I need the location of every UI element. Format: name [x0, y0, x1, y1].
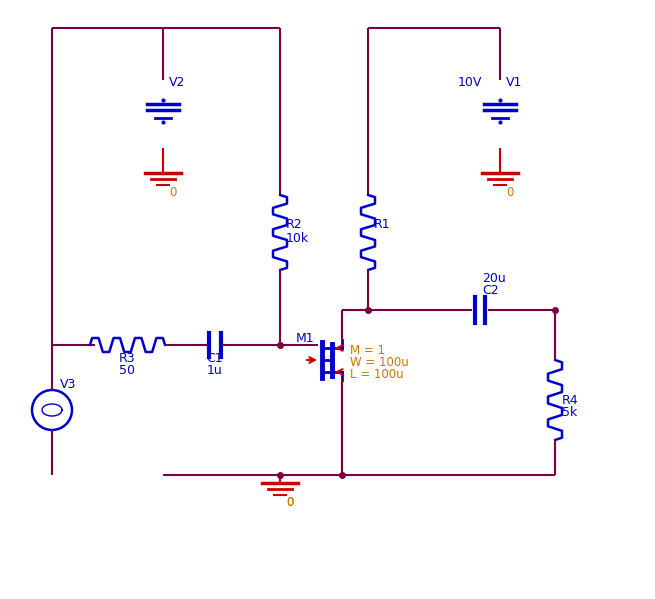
Text: R3: R3: [119, 352, 136, 365]
Text: R4: R4: [562, 394, 578, 407]
Text: 50: 50: [119, 365, 136, 377]
Text: 0: 0: [169, 186, 176, 199]
Text: L = 100u: L = 100u: [350, 368, 403, 380]
Text: R1: R1: [374, 219, 390, 231]
Text: 10V: 10V: [458, 75, 482, 89]
Text: 0: 0: [286, 497, 293, 510]
Text: M1: M1: [296, 331, 314, 344]
Text: V2: V2: [169, 75, 185, 89]
Text: 0: 0: [506, 186, 514, 199]
Text: V3: V3: [60, 377, 77, 391]
Text: 20u: 20u: [482, 271, 506, 285]
Text: 5k: 5k: [562, 407, 577, 419]
Text: W = 100u: W = 100u: [350, 355, 409, 368]
Text: 10k: 10k: [286, 231, 309, 244]
Text: M = 1: M = 1: [350, 343, 385, 356]
Text: V1: V1: [506, 75, 523, 89]
Text: 0: 0: [286, 497, 293, 510]
Text: C1: C1: [207, 352, 223, 365]
Text: 1u: 1u: [207, 365, 223, 377]
Text: C2: C2: [482, 283, 498, 297]
Text: R2: R2: [286, 219, 303, 231]
